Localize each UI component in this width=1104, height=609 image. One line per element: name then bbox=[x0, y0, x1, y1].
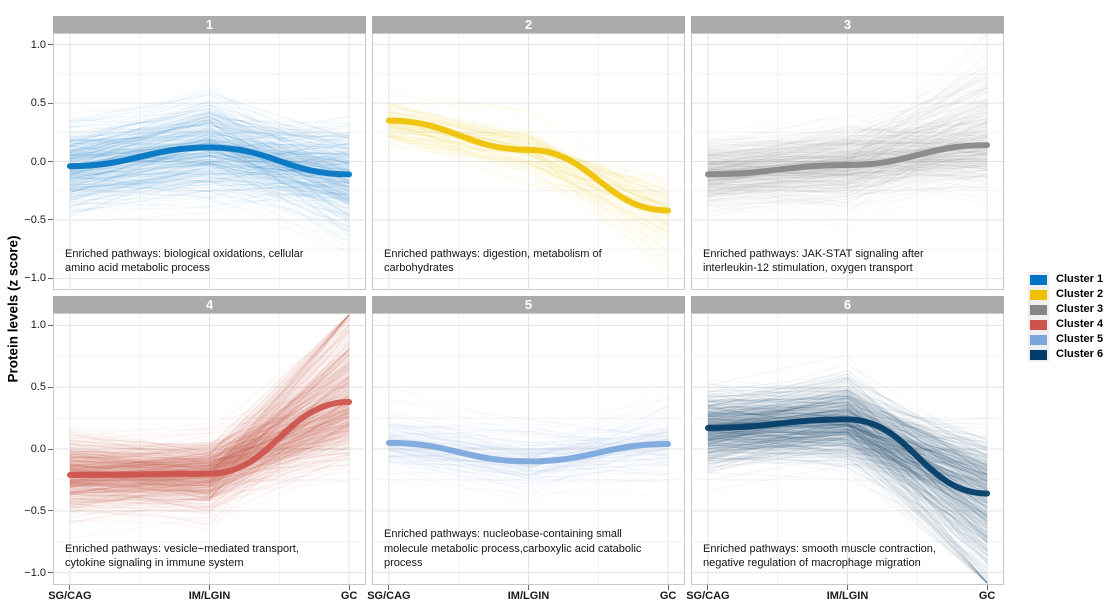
x-tick-label: GC bbox=[659, 590, 677, 602]
x-tick-label: IM/LGIN bbox=[507, 590, 550, 602]
panel-plot-6 bbox=[691, 313, 1004, 585]
x-tick-mark bbox=[667, 585, 669, 590]
legend-item: Cluster 6 bbox=[1028, 347, 1103, 362]
panel-strip-6: 6 bbox=[691, 296, 1004, 313]
legend-label: Cluster 6 bbox=[1056, 348, 1104, 360]
x-tick-label: SG/CAG bbox=[48, 590, 92, 602]
panel-plot-5 bbox=[372, 313, 685, 585]
panel-2: Enriched pathways: digestion, metabolism… bbox=[372, 33, 685, 290]
panel-annotation-3: Enriched pathways: JAK-STAT signaling af… bbox=[703, 247, 924, 275]
x-tick-label: IM/LGIN bbox=[188, 590, 231, 602]
panel-plot-3 bbox=[691, 33, 1004, 290]
x-tick-label: GC bbox=[978, 590, 996, 602]
y-tick-mark bbox=[48, 161, 53, 162]
y-tick-mark bbox=[48, 102, 53, 104]
legend-label: Cluster 1 bbox=[1056, 273, 1104, 285]
legend-label: Cluster 4 bbox=[1056, 318, 1104, 330]
panel-4: Enriched pathways: vesicle−mediated tran… bbox=[53, 313, 366, 585]
legend-swatch-icon bbox=[1030, 289, 1047, 300]
panel-3: Enriched pathways: JAK-STAT signaling af… bbox=[691, 33, 1004, 290]
legend-key bbox=[1028, 302, 1049, 317]
legend-key bbox=[1028, 287, 1049, 302]
panel-6: Enriched pathways: smooth muscle contrac… bbox=[691, 313, 1004, 585]
x-tick-label: GC bbox=[340, 590, 358, 602]
y-tick-mark bbox=[48, 448, 53, 450]
panel-5: Enriched pathways: nucleobase-containing… bbox=[372, 313, 685, 585]
y-tick-label: 0.0 bbox=[30, 155, 46, 168]
y-tick-label: −0.5 bbox=[24, 213, 46, 226]
y-tick-mark bbox=[48, 219, 53, 221]
panel-strip-2: 2 bbox=[372, 16, 685, 33]
panel-annotation-5: Enriched pathways: nucleobase-containing… bbox=[384, 528, 642, 570]
legend-item: Cluster 3 bbox=[1028, 302, 1103, 317]
panel-strip-4: 4 bbox=[53, 296, 366, 313]
legend: Cluster 1 Cluster 2 Cluster 3 Cluster 4 Clus… bbox=[1028, 272, 1103, 362]
y-tick-label: 1.0 bbox=[30, 38, 46, 51]
x-tick-label: IM/LGIN bbox=[826, 590, 869, 602]
x-tick-mark bbox=[388, 585, 390, 590]
panel-annotation-6: Enriched pathways: smooth muscle contrac… bbox=[703, 542, 936, 570]
x-tick-mark bbox=[528, 585, 529, 590]
panel-annotation-2: Enriched pathways: digestion, metabolism… bbox=[384, 247, 602, 275]
y-tick-label: 0.5 bbox=[30, 381, 46, 394]
y-tick-label: −1.0 bbox=[24, 566, 46, 579]
x-tick-mark bbox=[209, 585, 210, 590]
legend-item: Cluster 2 bbox=[1028, 287, 1103, 302]
legend-key bbox=[1028, 317, 1049, 332]
y-tick-mark bbox=[48, 510, 53, 512]
panel-plot-1 bbox=[53, 33, 366, 290]
y-tick-mark bbox=[48, 44, 53, 46]
panel-plot-4 bbox=[53, 313, 366, 585]
x-tick-mark bbox=[69, 585, 71, 590]
x-tick-mark bbox=[348, 585, 350, 590]
legend-key bbox=[1028, 272, 1049, 287]
legend-key bbox=[1028, 347, 1049, 362]
legend-swatch-icon bbox=[1030, 304, 1047, 315]
legend-swatch-icon bbox=[1030, 319, 1047, 330]
legend-item: Cluster 4 bbox=[1028, 317, 1103, 332]
legend-item: Cluster 5 bbox=[1028, 332, 1103, 347]
y-tick-mark bbox=[48, 386, 53, 388]
y-tick-label: 0.5 bbox=[30, 97, 46, 110]
y-tick-mark bbox=[48, 277, 53, 279]
legend-swatch-icon bbox=[1030, 274, 1047, 285]
x-tick-mark bbox=[707, 585, 709, 590]
x-tick-label: SG/CAG bbox=[367, 590, 411, 602]
panel-1: Enriched pathways: biological oxidations… bbox=[53, 33, 366, 290]
y-tick-mark bbox=[48, 572, 53, 574]
y-tick-label: −1.0 bbox=[24, 272, 46, 285]
panel-strip-5: 5 bbox=[372, 296, 685, 313]
panel-strip-1: 1 bbox=[53, 16, 366, 33]
legend-label: Cluster 2 bbox=[1056, 288, 1104, 300]
panel-strip-3: 3 bbox=[691, 16, 1004, 33]
legend-key bbox=[1028, 332, 1049, 347]
y-tick-label: −0.5 bbox=[24, 504, 46, 517]
legend-item: Cluster 1 bbox=[1028, 272, 1103, 287]
legend-swatch-icon bbox=[1030, 349, 1047, 360]
legend-label: Cluster 3 bbox=[1056, 303, 1104, 315]
x-tick-mark bbox=[986, 585, 988, 590]
legend-swatch-icon bbox=[1030, 334, 1047, 345]
x-tick-label: SG/CAG bbox=[686, 590, 730, 602]
panel-plot-2 bbox=[372, 33, 685, 290]
y-tick-mark bbox=[48, 324, 53, 326]
x-tick-mark bbox=[847, 585, 848, 590]
panel-annotation-4: Enriched pathways: vesicle−mediated tran… bbox=[65, 542, 299, 570]
y-tick-label: 1.0 bbox=[30, 319, 46, 332]
y-axis-title: Protein levels (z score) bbox=[5, 235, 21, 383]
panel-annotation-1: Enriched pathways: biological oxidations… bbox=[65, 247, 304, 275]
y-tick-label: 0.0 bbox=[30, 443, 46, 455]
legend-label: Cluster 5 bbox=[1056, 333, 1104, 345]
